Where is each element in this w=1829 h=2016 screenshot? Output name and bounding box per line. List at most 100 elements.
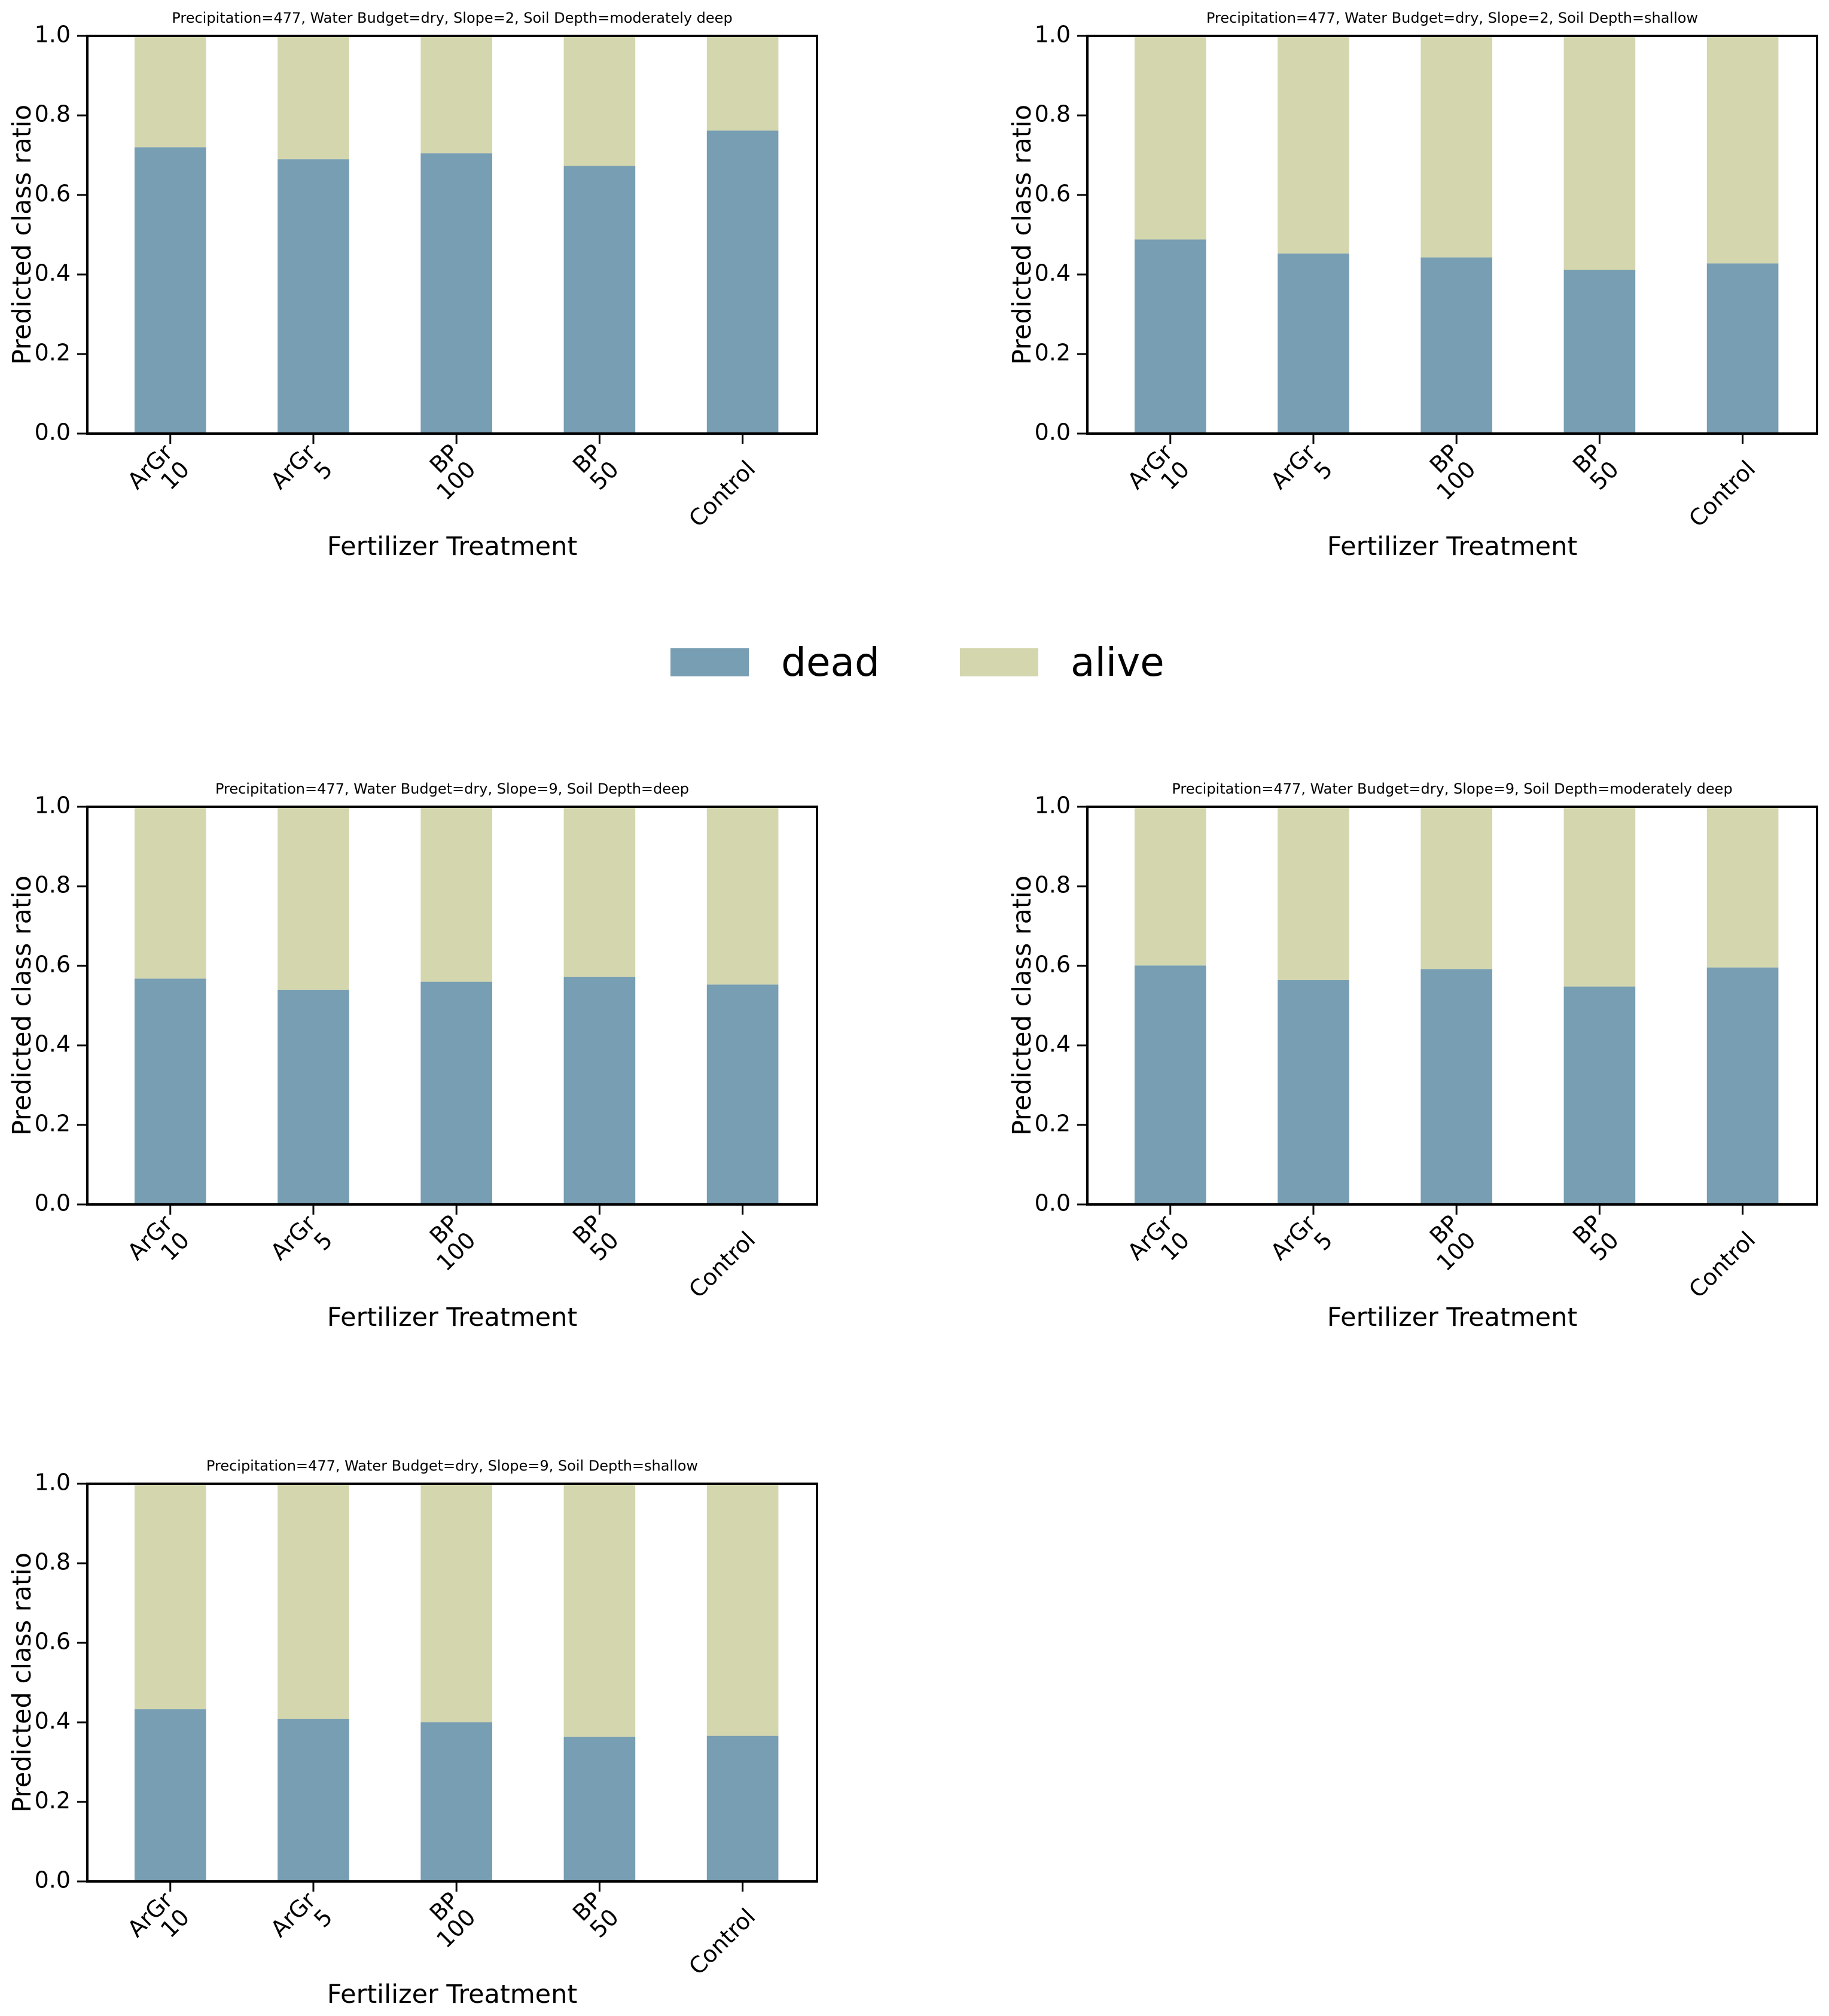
bar-segment bbox=[1563, 807, 1636, 987]
x-tick-label: Control bbox=[1684, 1227, 1760, 1303]
bar-segment bbox=[134, 978, 206, 1204]
bar-segment bbox=[1420, 36, 1492, 258]
y-tick-label: 0.4 bbox=[1035, 1031, 1071, 1057]
y-tick-label: 0.6 bbox=[1035, 951, 1071, 978]
bar-segment bbox=[706, 36, 779, 131]
legend-label: dead bbox=[781, 639, 880, 685]
bar-segment bbox=[706, 984, 779, 1204]
y-tick-label: 0.8 bbox=[1035, 101, 1071, 127]
bar-segment bbox=[1563, 270, 1636, 434]
bar-segment bbox=[278, 1719, 349, 1881]
y-tick-label: 0.2 bbox=[35, 1111, 71, 1137]
bar-segment bbox=[1563, 986, 1636, 1204]
bar-segment bbox=[278, 989, 349, 1204]
y-tick-label: 0.0 bbox=[35, 1867, 71, 1893]
x-tick-label: ArGr5 bbox=[266, 1887, 338, 1959]
x-axis-label: Fertilizer Treatment bbox=[1327, 1303, 1577, 1332]
y-tick-label: 0.6 bbox=[1035, 181, 1071, 207]
bar-segment bbox=[1706, 807, 1779, 968]
bar-segment bbox=[1134, 965, 1206, 1204]
y-tick-label: 1.0 bbox=[1035, 22, 1071, 48]
legend-swatch bbox=[670, 648, 749, 676]
y-axis-label: Predicted class ratio bbox=[7, 1553, 37, 1813]
x-tick-label: ArGr10 bbox=[123, 439, 195, 511]
bar-segment bbox=[563, 36, 636, 166]
bar-segment bbox=[420, 981, 492, 1204]
y-tick-label: 0.4 bbox=[35, 260, 71, 286]
x-tick-label: ArGr10 bbox=[1123, 1210, 1195, 1282]
subplot: ArGr10 ArGr5 BP100 BP50 Control 0.0 0.2 0.4 0.6 0… bbox=[1007, 10, 1818, 562]
bar-segment bbox=[420, 1484, 492, 1722]
x-tick-line: Control bbox=[1684, 1227, 1760, 1303]
x-tick-label: BP100 bbox=[1415, 1210, 1481, 1276]
x-tick-label: ArGr10 bbox=[123, 1210, 195, 1282]
bar-segment bbox=[563, 166, 636, 434]
subplot: ArGr10 ArGr5 BP100 BP50 Control 0.0 0.2 0.4 0.6 0… bbox=[1007, 780, 1818, 1332]
bar-segment bbox=[1134, 807, 1206, 966]
y-axis-label: Predicted class ratio bbox=[1007, 876, 1037, 1136]
y-tick-label: 1.0 bbox=[35, 22, 71, 48]
axes-frame bbox=[1086, 35, 1818, 435]
x-tick-line: Control bbox=[684, 1904, 760, 1980]
y-tick-label: 0.2 bbox=[1035, 340, 1071, 366]
bar-segment bbox=[563, 1484, 636, 1737]
axes-frame bbox=[86, 806, 818, 1206]
bar-segment bbox=[1278, 36, 1349, 254]
x-tick-label: ArGr10 bbox=[123, 1887, 195, 1959]
bar-segment bbox=[563, 807, 636, 977]
bar-segment bbox=[706, 807, 779, 985]
x-axis-label: Fertilizer Treatment bbox=[327, 532, 577, 562]
x-tick-label: BP50 bbox=[1568, 1210, 1624, 1266]
bar-segment bbox=[706, 130, 779, 434]
axes-frame bbox=[1086, 806, 1818, 1206]
x-tick-line: Control bbox=[684, 1227, 760, 1303]
x-tick-line: Control bbox=[1684, 456, 1760, 532]
chart-title: Precipitation=477, Water Budget=dry, Slo… bbox=[1172, 780, 1732, 797]
bar-segment bbox=[1278, 980, 1349, 1204]
y-tick-label: 1.0 bbox=[1035, 792, 1071, 819]
y-tick-label: 0.8 bbox=[35, 1549, 71, 1575]
y-tick-label: 1.0 bbox=[35, 1469, 71, 1496]
y-tick-label: 0.8 bbox=[1035, 872, 1071, 898]
x-tick-label: ArGr10 bbox=[1123, 439, 1195, 511]
bar-segment bbox=[420, 1722, 492, 1881]
x-tick-label: BP50 bbox=[568, 1210, 624, 1266]
x-axis-label: Fertilizer Treatment bbox=[327, 1980, 577, 2009]
bar-segment bbox=[563, 977, 636, 1204]
bar-segment bbox=[420, 153, 492, 434]
y-tick-label: 0.2 bbox=[35, 340, 71, 366]
x-tick-label: ArGr5 bbox=[266, 1210, 338, 1282]
bar-segment bbox=[420, 807, 492, 982]
bar-segment bbox=[134, 807, 206, 979]
x-tick-label: Control bbox=[684, 456, 760, 532]
y-tick-label: 0.6 bbox=[35, 1628, 71, 1655]
x-tick-label: BP100 bbox=[414, 439, 481, 505]
y-tick-label: 1.0 bbox=[35, 792, 71, 819]
x-tick-label: BP100 bbox=[1415, 439, 1481, 505]
bar-segment bbox=[420, 36, 492, 154]
bar-segment bbox=[1420, 807, 1492, 969]
x-tick-label: ArGr5 bbox=[266, 439, 338, 511]
axes-frame bbox=[86, 35, 818, 435]
y-tick-label: 0.2 bbox=[35, 1788, 71, 1814]
subplot: ArGr10 ArGr5 BP100 BP50 Control 0.0 0.2 0.4 0.6 0… bbox=[7, 780, 818, 1332]
bar-segment bbox=[1134, 239, 1206, 434]
legend-label: alive bbox=[1071, 639, 1165, 685]
bar-segment bbox=[1134, 36, 1206, 240]
bar-segment bbox=[1706, 36, 1779, 264]
y-tick-label: 0.0 bbox=[1035, 1190, 1071, 1216]
chart-title: Precipitation=477, Water Budget=dry, Slo… bbox=[1206, 10, 1698, 26]
y-tick-label: 0.8 bbox=[35, 101, 71, 127]
y-tick-label: 0.4 bbox=[1035, 260, 1071, 286]
y-axis-label: Predicted class ratio bbox=[1007, 105, 1037, 365]
legend-swatch bbox=[960, 648, 1038, 676]
x-tick-label: BP50 bbox=[568, 439, 624, 495]
x-tick-label: BP100 bbox=[414, 1210, 481, 1276]
bar-segment bbox=[1706, 263, 1779, 434]
bar-segment bbox=[134, 1709, 206, 1881]
chart-title: Precipitation=477, Water Budget=dry, Slo… bbox=[172, 10, 732, 26]
x-tick-label: ArGr5 bbox=[1266, 439, 1338, 511]
bar-segment bbox=[134, 147, 206, 434]
y-tick-label: 0.0 bbox=[1035, 419, 1071, 446]
